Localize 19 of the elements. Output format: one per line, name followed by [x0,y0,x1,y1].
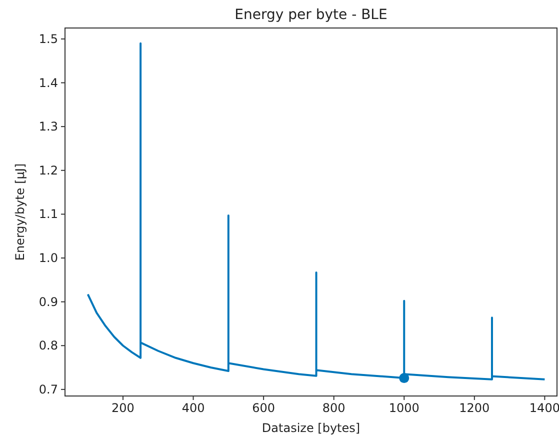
y-tick-label: 0.9 [38,294,58,309]
x-tick-label: 400 [182,401,205,415]
y-tick-label: 1.4 [38,76,58,90]
x-tick-label: 1000 [388,401,420,415]
y-tick-label: 1.2 [38,163,58,178]
y-tick-label: 0.8 [38,338,58,353]
y-tick-label: 1.1 [38,207,58,222]
y-tick-label: 1.5 [38,32,58,46]
x-tick-label: 1200 [459,401,490,415]
x-axis-title: Datasize [bytes] [262,421,360,435]
x-tick-label: 600 [252,401,276,415]
x-tick-label: 200 [112,401,134,415]
y-tick-label: 1.0 [38,251,58,265]
x-tick-label: 1400 [529,401,559,415]
y-axis-title: Energy/byte [µJ] [13,163,27,261]
chart-title: Energy per byte - BLE [234,7,388,23]
y-tick-label: 1.3 [38,120,58,134]
x-tick-label: 800 [322,401,346,415]
y-tick-label: 0.7 [38,382,58,396]
